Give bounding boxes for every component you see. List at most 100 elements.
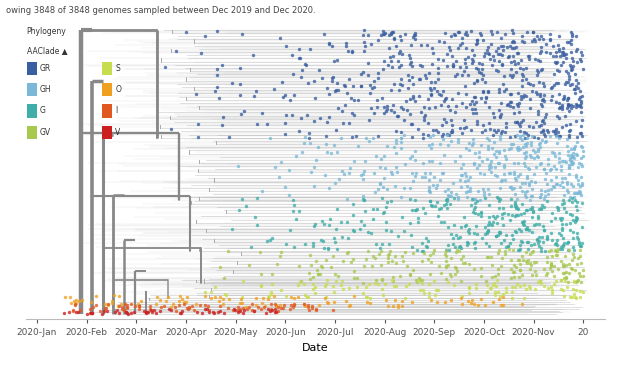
Point xyxy=(572,230,582,236)
Point xyxy=(542,181,552,187)
Point xyxy=(425,252,435,258)
Point xyxy=(461,124,471,130)
Point xyxy=(572,207,582,213)
Point xyxy=(440,96,450,102)
Point xyxy=(451,249,461,255)
Point xyxy=(317,264,327,270)
Point xyxy=(297,149,307,155)
Point xyxy=(141,309,151,315)
Point xyxy=(513,60,523,66)
Point xyxy=(552,132,562,138)
Point xyxy=(451,158,461,164)
FancyBboxPatch shape xyxy=(27,83,37,96)
Point xyxy=(388,53,397,59)
Point xyxy=(218,296,228,302)
Point xyxy=(546,261,556,267)
Point xyxy=(568,217,578,223)
Point xyxy=(297,67,307,73)
Point xyxy=(256,283,266,289)
Point xyxy=(399,117,409,123)
Point xyxy=(490,171,500,177)
Point xyxy=(338,286,348,291)
Point xyxy=(480,195,490,201)
Point xyxy=(338,120,348,126)
Point xyxy=(379,66,389,72)
Point xyxy=(247,301,257,307)
Point xyxy=(554,230,564,236)
Text: GV: GV xyxy=(40,128,51,137)
Point xyxy=(441,198,451,204)
Point xyxy=(565,155,575,161)
Point xyxy=(278,95,288,100)
Point xyxy=(420,174,430,180)
Point xyxy=(414,219,423,225)
Point xyxy=(472,166,482,171)
Point xyxy=(249,308,259,314)
Point xyxy=(329,299,339,305)
Point xyxy=(373,70,383,76)
Point xyxy=(495,137,505,142)
Point xyxy=(557,287,567,293)
Point xyxy=(405,61,415,67)
Point xyxy=(524,182,534,188)
Point xyxy=(104,302,113,308)
Point xyxy=(387,258,397,264)
Point xyxy=(524,53,534,59)
Point xyxy=(528,208,538,214)
X-axis label: Date: Date xyxy=(302,343,329,353)
Point xyxy=(405,197,415,202)
Point xyxy=(533,69,543,75)
Point xyxy=(308,275,318,280)
Point xyxy=(494,229,503,235)
Point xyxy=(484,137,494,143)
Point xyxy=(492,48,502,54)
Point xyxy=(413,127,423,132)
Point xyxy=(556,217,566,223)
Point xyxy=(382,103,392,109)
Point xyxy=(515,246,525,252)
Point xyxy=(386,87,396,93)
Point xyxy=(296,74,306,80)
Point xyxy=(482,230,492,236)
Point xyxy=(554,68,564,74)
Point xyxy=(281,293,291,299)
Point xyxy=(494,289,503,295)
Point xyxy=(521,207,531,213)
Point xyxy=(559,240,569,246)
Point xyxy=(536,234,546,240)
Point xyxy=(545,37,555,43)
Point xyxy=(392,169,402,175)
Point xyxy=(445,201,454,207)
Point xyxy=(203,306,213,312)
Point xyxy=(363,229,373,234)
Point xyxy=(516,201,526,207)
Point xyxy=(570,143,580,149)
Point xyxy=(416,42,426,47)
Point xyxy=(462,242,472,248)
Point xyxy=(286,302,296,308)
Point xyxy=(516,210,526,216)
Point xyxy=(373,281,383,287)
Point xyxy=(175,293,185,299)
Point xyxy=(525,206,535,212)
Point xyxy=(177,296,187,302)
Point xyxy=(441,253,451,259)
Point xyxy=(450,31,459,37)
Point xyxy=(513,103,523,109)
Point xyxy=(526,142,536,148)
Point xyxy=(362,299,372,305)
Point xyxy=(350,293,360,298)
Point xyxy=(342,196,352,202)
Point xyxy=(500,153,510,159)
Point xyxy=(511,264,521,270)
Point xyxy=(536,33,546,39)
Point xyxy=(501,124,511,130)
Point xyxy=(488,282,498,288)
Point xyxy=(522,176,532,181)
Point xyxy=(574,270,584,276)
Point xyxy=(353,97,363,103)
Point xyxy=(463,298,472,304)
Point xyxy=(492,283,502,289)
Point xyxy=(559,45,569,50)
Point xyxy=(576,100,586,106)
